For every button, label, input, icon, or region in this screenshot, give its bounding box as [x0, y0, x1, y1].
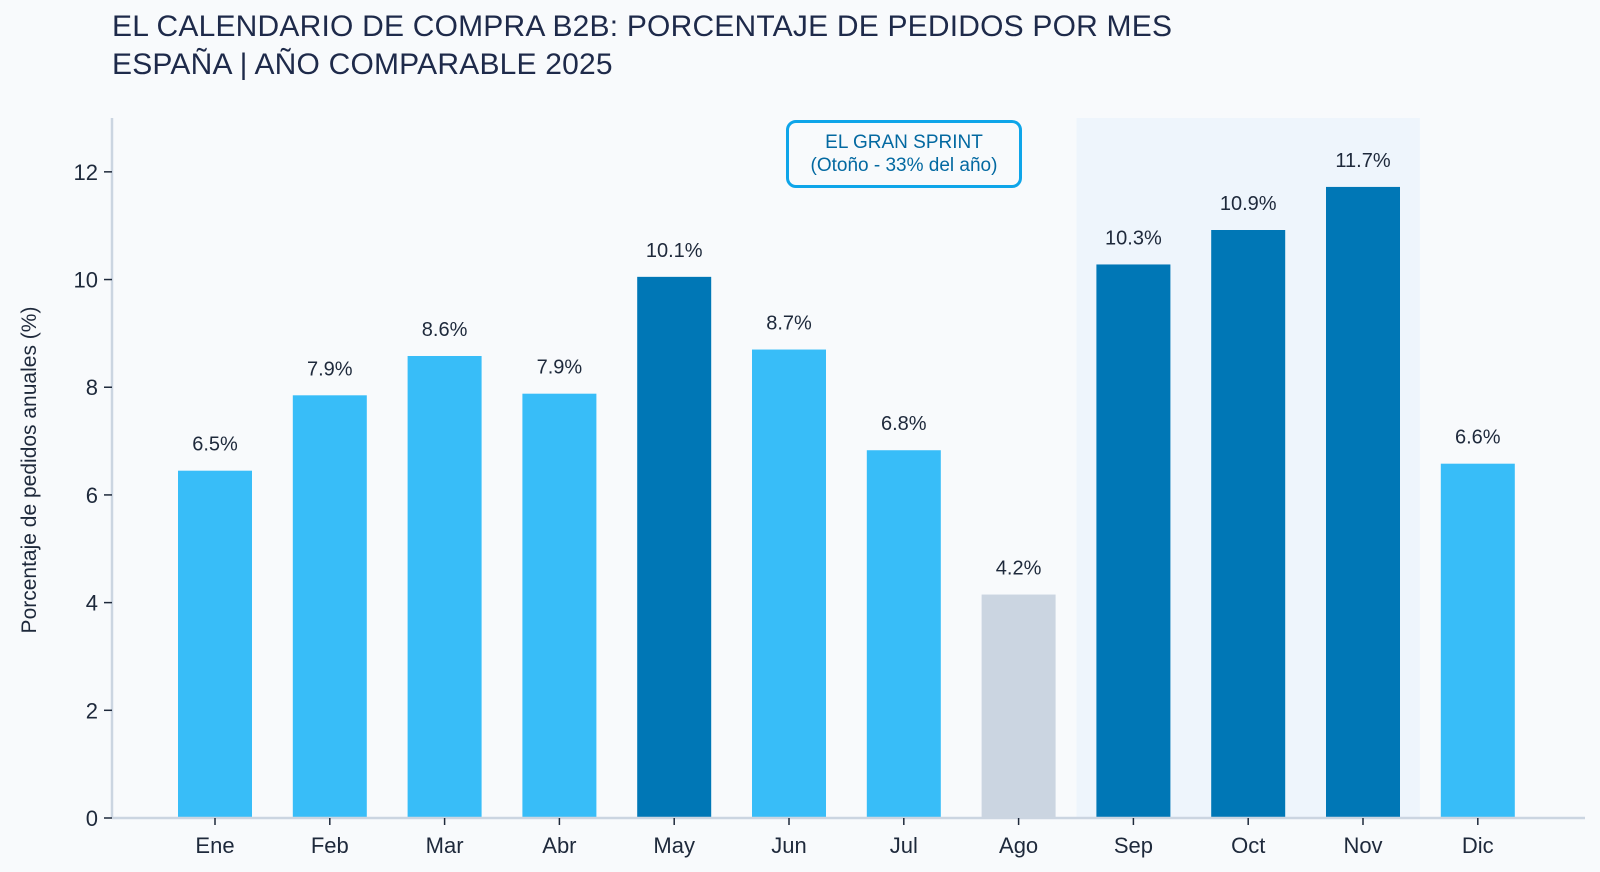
data-label-oct: 10.9% — [1220, 193, 1277, 215]
chart-title: EL CALENDARIO DE COMPRA B2B: PORCENTAJE … — [112, 10, 1173, 43]
bars-layer — [178, 186, 1515, 818]
x-tick-label-may: May — [653, 833, 695, 858]
bar-ene — [178, 470, 252, 818]
bar-mar — [407, 356, 482, 818]
x-tick-label-oct: Oct — [1231, 833, 1265, 858]
annotation-title: EL GRAN SPRINT — [825, 132, 983, 153]
data-labels-layer: 6.5% 7.9% 8.6% 7.9% 10.1% 8.7% 6.8% 4.2% 10.3% 10… — [192, 150, 1501, 580]
y-tick-label: 10 — [74, 268, 98, 293]
x-tick-label-feb: Feb — [311, 833, 349, 858]
annotation-subtitle: (Otoño - 33% del año) — [810, 155, 998, 176]
bar-may — [637, 276, 712, 818]
data-label-sep: 10.3% — [1105, 227, 1162, 249]
y-tick-label: 6 — [86, 483, 98, 508]
bar-oct — [1211, 230, 1286, 818]
x-tick-label-dic: Dic — [1462, 833, 1494, 858]
data-label-feb: 7.9% — [307, 358, 353, 380]
bar-ago — [981, 594, 1056, 818]
x-tick-label-ago: Ago — [999, 833, 1038, 858]
x-tick-label-ene: Ene — [195, 833, 234, 858]
bar-jun — [752, 349, 826, 818]
bar-jul — [866, 450, 941, 818]
data-label-mar: 8.6% — [422, 319, 468, 341]
data-label-ago: 4.2% — [996, 558, 1042, 580]
annotation-box: EL GRAN SPRINT (Otoño - 33% del año) — [786, 120, 1022, 188]
data-label-ene: 6.5% — [192, 434, 238, 456]
axes-layer: 0 2 4 6 8 10 12 Ene Feb Mar Abr May Jun Jul Ago Sep Oct N… — [74, 118, 1585, 858]
bar-sep — [1096, 264, 1171, 818]
data-label-dic: 6.6% — [1455, 427, 1501, 449]
data-label-jun: 8.7% — [766, 313, 812, 335]
x-tick-label-jul: Jul — [890, 833, 918, 858]
chart-subtitle: ESPAÑA | AÑO COMPARABLE 2025 — [112, 48, 613, 81]
bar-abr — [522, 393, 597, 818]
data-label-abr: 7.9% — [537, 357, 583, 379]
x-tick-label-mar: Mar — [426, 833, 464, 858]
x-tick-label-abr: Abr — [542, 833, 576, 858]
chart-title-block: EL CALENDARIO DE COMPRA B2B: PORCENTAJE … — [112, 8, 1172, 84]
y-tick-label: 2 — [86, 698, 98, 723]
data-label-jul: 6.8% — [881, 413, 927, 435]
y-tick-label: 8 — [86, 375, 98, 400]
data-label-may: 10.1% — [646, 240, 703, 262]
y-axis-label: Porcentaje de pedidos anuales (%) — [18, 307, 41, 634]
y-tick-label: 12 — [74, 160, 98, 185]
data-label-nov: 11.7% — [1335, 150, 1390, 172]
bar-nov — [1326, 186, 1400, 818]
y-tick-label: 4 — [86, 591, 98, 616]
bar-dic — [1440, 463, 1515, 818]
bar-feb — [292, 395, 367, 818]
y-tick-label: 0 — [86, 806, 98, 831]
x-tick-label-sep: Sep — [1114, 833, 1153, 858]
x-tick-label-jun: Jun — [771, 833, 806, 858]
x-tick-label-nov: Nov — [1343, 833, 1382, 858]
